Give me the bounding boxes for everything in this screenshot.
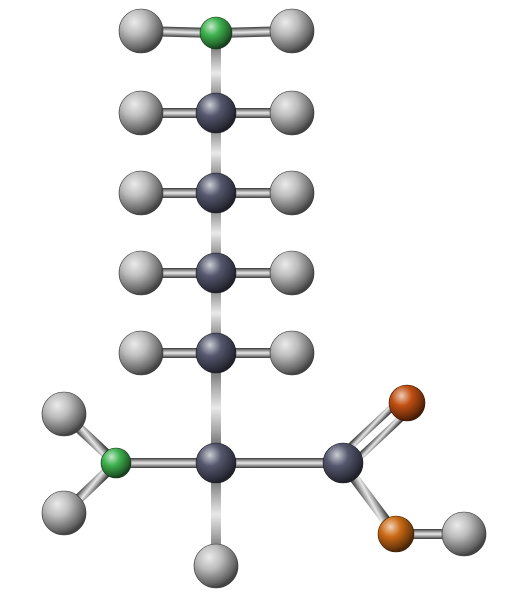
atom-H (270, 9, 314, 53)
atom-C (196, 253, 236, 293)
atom-O (389, 385, 425, 421)
atom-H (42, 491, 86, 535)
atom-C (196, 173, 236, 213)
atom-H (42, 392, 86, 436)
atom-H (270, 331, 314, 375)
molecule-diagram (0, 0, 512, 615)
atom-H (119, 331, 163, 375)
atom-H (270, 171, 314, 215)
atom-H (270, 91, 314, 135)
atom-C (196, 93, 236, 133)
atom-N (101, 448, 131, 478)
atoms-layer (42, 9, 486, 588)
atom-H (119, 251, 163, 295)
atom-C (196, 443, 236, 483)
atom-H (194, 544, 238, 588)
atom-O (378, 516, 414, 552)
atom-H (442, 512, 486, 556)
atom-C (196, 333, 236, 373)
atom-C (323, 443, 363, 483)
atom-N (200, 17, 232, 49)
atom-H (119, 9, 163, 53)
atom-H (270, 251, 314, 295)
atom-H (119, 91, 163, 135)
atom-H (119, 171, 163, 215)
